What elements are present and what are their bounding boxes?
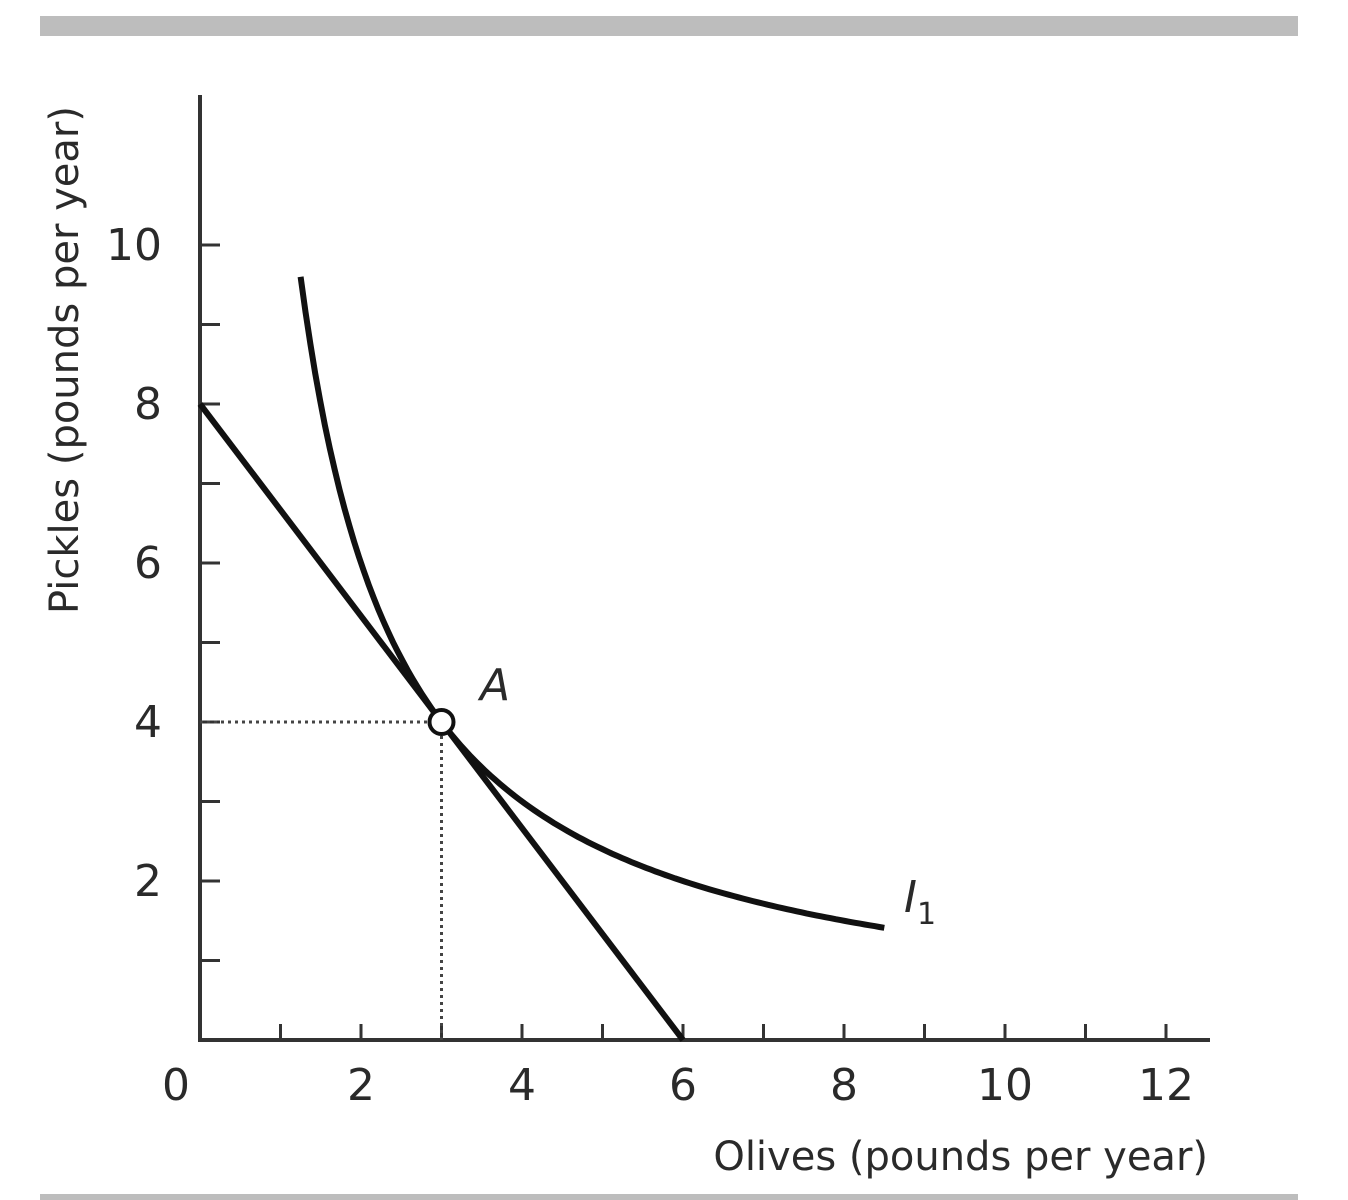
curve-i1-label: I1 bbox=[904, 872, 936, 932]
point-a-label: A bbox=[477, 660, 510, 711]
x-tick-label-12: 12 bbox=[1138, 1060, 1194, 1111]
tick-labels: 0 2 4 6 8 10 12 2 4 6 8 10 bbox=[106, 220, 1194, 1111]
ticks bbox=[200, 243, 1168, 1040]
y-tick-label-8: 8 bbox=[134, 379, 162, 430]
y-tick-label-4: 4 bbox=[134, 697, 162, 748]
point-a-marker bbox=[427, 708, 456, 736]
y-tick-label-6: 6 bbox=[134, 538, 162, 589]
curve-i1-letter: I bbox=[904, 872, 917, 923]
bottom-frame-bar bbox=[40, 1194, 1298, 1200]
x-tick-label-2: 2 bbox=[347, 1060, 375, 1111]
guide-lines bbox=[200, 720, 443, 1040]
x-tick-label-10: 10 bbox=[977, 1060, 1033, 1111]
series bbox=[197, 276, 885, 1042]
x-axis-title: Olives (pounds per year) bbox=[713, 1134, 1208, 1180]
curve-i1-subscript: 1 bbox=[917, 897, 936, 932]
x-tick-label-8: 8 bbox=[830, 1060, 858, 1111]
y-tick-label-2: 2 bbox=[134, 856, 162, 907]
x-tick-label-6: 6 bbox=[669, 1060, 697, 1111]
x-tick-label-0: 0 bbox=[162, 1060, 190, 1111]
y-tick-label-10: 10 bbox=[106, 220, 162, 271]
markers bbox=[427, 708, 456, 736]
x-tick-label-4: 4 bbox=[508, 1060, 536, 1111]
y-axis-title: Pickles (pounds per year) bbox=[42, 106, 88, 614]
indifference-curve-i1 bbox=[297, 276, 885, 931]
top-frame-bar bbox=[40, 16, 1298, 36]
